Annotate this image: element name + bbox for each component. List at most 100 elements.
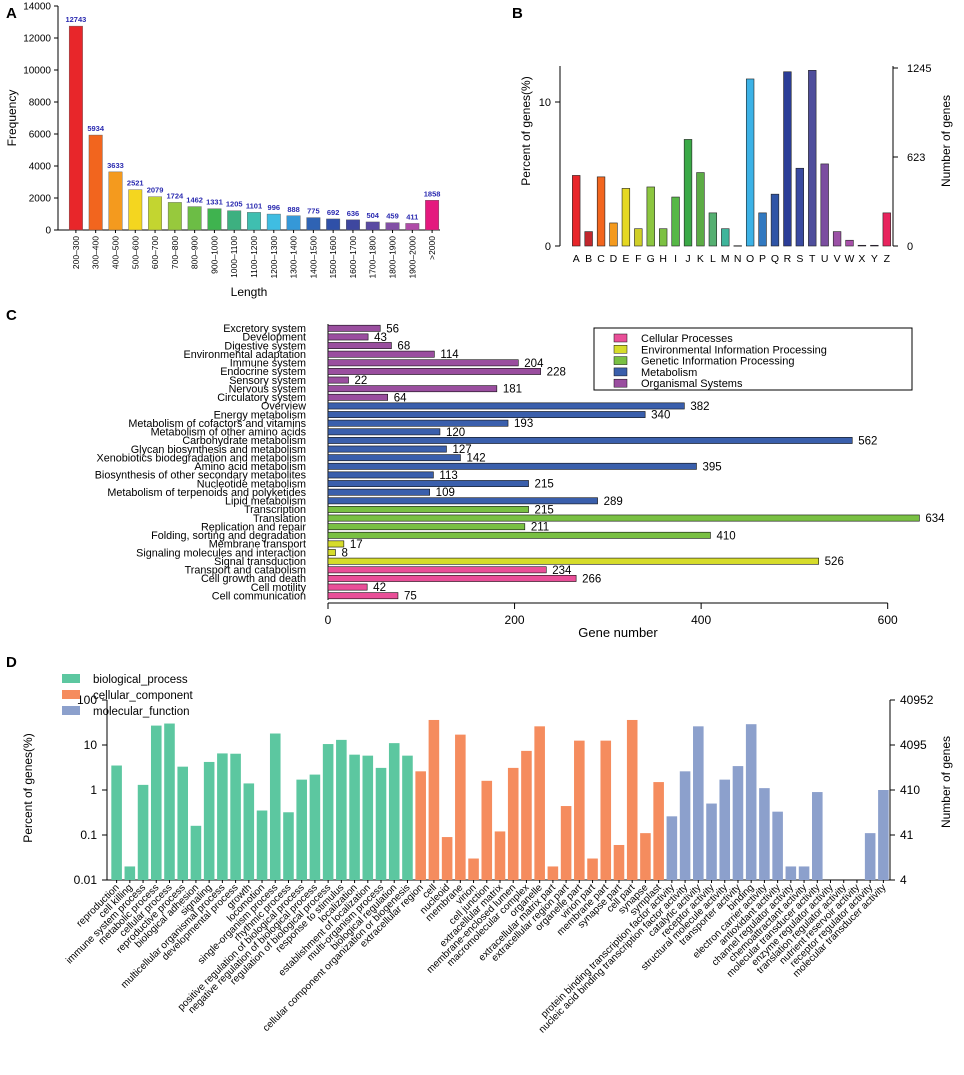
a-bar <box>148 196 162 231</box>
panel-d-letter: D <box>6 654 17 671</box>
b-x-tick-label: U <box>821 253 829 265</box>
a-bar <box>68 25 83 231</box>
c-legend-label: Environmental Information Processing <box>641 344 827 356</box>
d-bar <box>507 767 519 880</box>
d-bar <box>283 812 294 880</box>
d-bar <box>203 761 215 880</box>
a-bar-value-label: 5934 <box>87 124 105 133</box>
a-bar-value-label: 3633 <box>107 161 124 170</box>
c-bar-value-label: 114 <box>440 349 459 361</box>
a-bar <box>207 208 222 231</box>
b-x-tick-label: E <box>622 253 629 265</box>
c-x-axis-label: Gene number <box>578 625 658 640</box>
d-bar <box>600 740 612 880</box>
a-x-tick-label: 1600–1700 <box>348 236 358 279</box>
a-bar-value-label: 12743 <box>65 15 86 24</box>
c-bar <box>327 497 598 505</box>
c-bar <box>327 454 461 462</box>
a-y-tick-label: 4000 <box>29 162 52 173</box>
c-bar-value-label: 266 <box>582 573 601 585</box>
c-bar-value-label: 181 <box>503 384 522 396</box>
c-bar-value-label: 228 <box>547 366 566 378</box>
a-bar-value-label: 888 <box>287 205 300 214</box>
a-y-tick-label: 6000 <box>29 130 52 141</box>
b-y2-axis-label: Number of genes <box>939 95 953 187</box>
a-bar <box>128 189 143 231</box>
d-bar <box>719 779 731 880</box>
d-y2-tick-label: 410 <box>900 783 920 797</box>
a-bar-value-label: 1724 <box>166 191 184 200</box>
c-category-label: Excretory system <box>223 323 306 335</box>
a-bar <box>405 223 420 231</box>
a-bar-value-label: 459 <box>386 212 399 221</box>
c-x-tick-label: 400 <box>691 613 711 627</box>
c-category-label: Sensory system <box>229 375 306 387</box>
a-bar <box>286 215 301 231</box>
c-bar-value-label: 43 <box>374 332 387 344</box>
b-bar <box>820 163 829 247</box>
d-y-axis-label: Percent of genes(%) <box>21 733 35 842</box>
a-bar-value-label: 692 <box>327 208 340 217</box>
b-bar <box>646 186 655 247</box>
panel-b-letter: B <box>512 5 523 22</box>
a-bar <box>247 212 261 231</box>
panel-a-letter: A <box>6 5 17 22</box>
d-bar <box>415 771 426 880</box>
c-bar <box>327 411 646 418</box>
d-bar <box>732 766 744 880</box>
a-bar-value-label: 504 <box>366 211 379 220</box>
d-bar <box>560 806 572 880</box>
d-bar <box>534 726 545 880</box>
d-bar <box>772 811 783 880</box>
d-bar <box>309 774 321 880</box>
c-x-tick-label: 0 <box>325 613 332 627</box>
c-bar <box>327 531 711 539</box>
d-legend: biological_process cellular_componentmole… <box>62 674 194 718</box>
a-x-tick-label: 600–700 <box>150 236 160 269</box>
a-bar-value-label: 636 <box>347 209 360 218</box>
a-bar <box>365 221 380 231</box>
b-x-tick-label: V <box>834 253 841 265</box>
b-x-tick-label: Z <box>884 253 891 265</box>
a-x-tick-label: 700–800 <box>170 236 180 269</box>
c-bar <box>327 514 920 522</box>
b-y-tick-label: 0 <box>545 241 551 253</box>
b-bar <box>671 196 680 247</box>
d-bar <box>190 825 202 880</box>
d-bar <box>706 803 717 880</box>
c-category-label: Transcription <box>244 504 306 516</box>
a-y-tick-label: 8000 <box>29 98 52 109</box>
b-y-axis-label: Percent of genes(%) <box>519 76 533 185</box>
c-bar-value-label: 42 <box>373 582 386 594</box>
a-x-tick-label: 1900–2000 <box>407 236 417 279</box>
a-x-tick-label: 900–1000 <box>209 236 219 274</box>
panel-c-letter: C <box>6 307 17 324</box>
c-bar <box>327 350 435 358</box>
c-bar <box>327 575 577 582</box>
a-x-tick-label: 200–300 <box>71 236 81 269</box>
d-bar <box>494 831 506 880</box>
c-bar <box>327 566 547 574</box>
c-category-label: Cell communication <box>212 590 306 602</box>
b-x-tick-label: N <box>734 253 742 265</box>
b-x-tick-label: J <box>685 253 690 265</box>
b-bar <box>621 188 631 247</box>
c-category-label: Signaling molecules and interaction <box>136 547 306 559</box>
d-bar <box>150 725 162 880</box>
d-y-tick-label: 0.01 <box>74 873 98 887</box>
d-y-tick-label: 0.1 <box>80 828 97 842</box>
c-bar-value-label: 142 <box>466 453 485 465</box>
a-y-axis-label: Frequency <box>5 90 19 147</box>
d-bar <box>296 779 307 880</box>
b-bar <box>634 228 643 247</box>
b-bar <box>845 239 854 247</box>
d-bar <box>388 743 400 880</box>
c-x-tick-label: 600 <box>878 613 898 627</box>
c-bar <box>327 480 529 487</box>
d-bar <box>547 866 559 880</box>
b-x-tick-label: B <box>585 253 592 265</box>
c-legend-swatch <box>613 333 628 343</box>
b-x-tick-label: M <box>721 253 730 265</box>
d-bar <box>521 750 532 880</box>
